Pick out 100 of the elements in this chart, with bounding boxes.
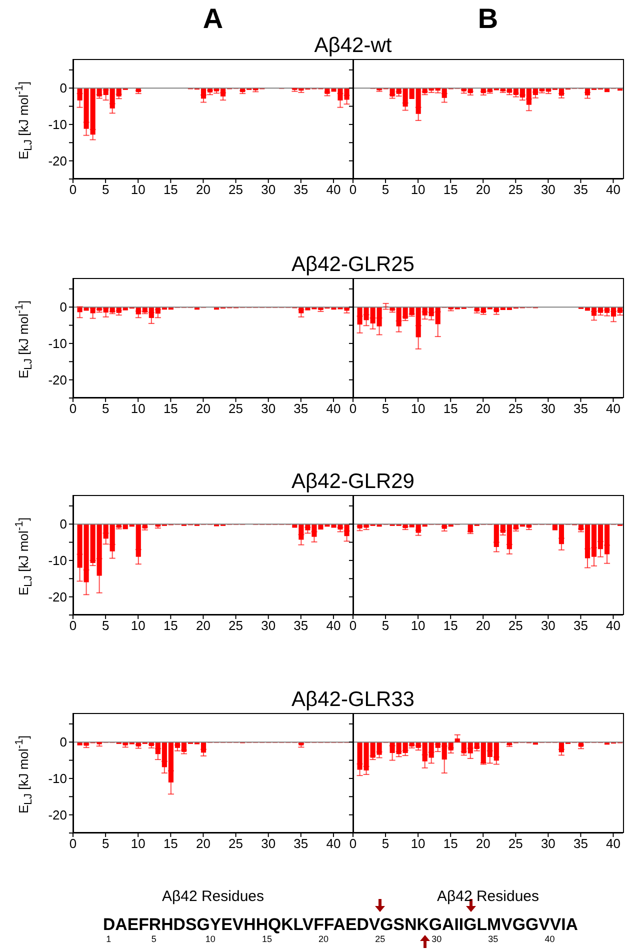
x-tick-label: 0: [349, 836, 357, 852]
x-tick-label: 0: [69, 182, 77, 198]
x-tick-label: 40: [606, 182, 620, 198]
x-tick-label: 40: [326, 182, 341, 198]
x-tick-label: 5: [102, 836, 110, 852]
x-tick-label: 25: [228, 836, 244, 852]
x-tick-label: 5: [102, 618, 110, 634]
x-tick-label: 40: [326, 836, 341, 852]
chart-title: Aβ42-GLR25: [290, 253, 416, 277]
x-tick-label: 15: [163, 836, 178, 852]
x-tick-label: 0: [349, 618, 357, 634]
x-tick-label: 25: [228, 618, 244, 634]
x-tick-label: 25: [508, 618, 523, 634]
y-tick-label: -10: [48, 553, 67, 568]
x-tick-label: 25: [508, 182, 523, 198]
x-tick-label: 20: [476, 836, 490, 852]
x-tick-label: 35: [294, 836, 308, 852]
x-tick-label: 0: [69, 401, 77, 416]
x-tick-label: 15: [443, 836, 458, 852]
x-tick-label: 20: [196, 401, 210, 416]
x-tick-label: 5: [382, 401, 390, 416]
text: 40: [544, 934, 556, 944]
x-tick-label: 25: [508, 401, 523, 416]
x-tick-label: 20: [196, 836, 210, 852]
x-tick-label: 35: [573, 836, 588, 852]
x-tick-label: 10: [410, 182, 426, 198]
y-tick-label: 0: [60, 300, 67, 315]
y-tick-label: -20: [48, 589, 67, 604]
x-tick-label: 10: [130, 182, 146, 198]
x-tick-label: 5: [382, 618, 390, 634]
x-tick-label: 40: [606, 618, 620, 634]
x-tick-label: 30: [261, 182, 276, 198]
x-tick-label: 10: [410, 618, 426, 634]
x-tick-label: 30: [261, 618, 276, 634]
x-tick-label: 20: [476, 182, 490, 198]
y-tick-label: -10: [48, 336, 67, 352]
x-tick-label: 5: [382, 182, 390, 198]
text: 5: [150, 934, 158, 944]
x-tick-label: 20: [476, 401, 490, 416]
text: 10: [204, 934, 216, 944]
x-tick-label: 30: [540, 836, 556, 852]
y-tick-label: 0: [60, 734, 67, 750]
x-tick-label: 25: [508, 836, 523, 852]
x-tick-label: 40: [606, 401, 620, 416]
chart-title: Aβ42-GLR29: [290, 470, 416, 494]
x-tick-label: 30: [540, 401, 556, 416]
y-tick-label: 0: [60, 80, 67, 96]
x-tick-label: 30: [540, 182, 556, 198]
x-tick-label: 25: [228, 182, 244, 198]
text: 35: [487, 934, 500, 944]
x-tick-label: 0: [349, 401, 357, 416]
x-tick-label: 10: [130, 618, 146, 634]
text: 20: [318, 934, 330, 944]
x-tick-label: 25: [228, 401, 244, 416]
x-tick-label: 10: [130, 836, 146, 852]
text: 15: [260, 934, 273, 944]
text: 1: [105, 934, 112, 944]
y-tick-label: -20: [48, 807, 67, 822]
x-tick-label: 15: [443, 182, 458, 198]
x-tick-label: 35: [573, 618, 588, 634]
x-tick-label: 35: [294, 182, 308, 198]
x-tick-label: 15: [163, 182, 178, 198]
y-tick-label: -20: [48, 372, 67, 388]
x-tick-label: 40: [326, 401, 341, 416]
x-tick-label: 20: [196, 618, 210, 634]
text: B: [476, 3, 500, 35]
x-tick-label: 35: [294, 618, 308, 634]
x-tick-label: 35: [294, 401, 308, 416]
chart-title: Aβ42-GLR33: [290, 688, 416, 712]
x-tick-label: 5: [382, 836, 390, 852]
x-tick-label: 15: [443, 401, 458, 416]
text: 30: [430, 934, 443, 944]
y-tick-label: 0: [60, 516, 67, 532]
x-tick-label: 20: [476, 618, 490, 634]
x-tick-label: 5: [102, 401, 110, 416]
text: A: [202, 3, 224, 35]
x-tick-label: 15: [163, 401, 178, 416]
x-tick-label: 10: [410, 401, 426, 416]
chart-title: Aβ42-wt: [313, 34, 393, 58]
x-tick-label: 40: [326, 618, 341, 634]
x-tick-label: 40: [606, 836, 620, 852]
x-tick-label: 10: [130, 401, 146, 416]
x-tick-label: 35: [573, 401, 588, 416]
x-tick-label: 0: [69, 836, 77, 852]
x-tick-label: 15: [163, 618, 178, 634]
x-tick-label: 35: [573, 182, 588, 198]
x-axis-title: Aβ42 Residues: [436, 888, 540, 905]
x-tick-label: 15: [443, 618, 458, 634]
x-tick-label: 0: [349, 182, 357, 198]
x-tick-label: 20: [196, 182, 210, 198]
x-tick-label: 30: [540, 618, 556, 634]
text: 25: [374, 934, 386, 944]
x-tick-label: 10: [410, 836, 426, 852]
x-axis-title: Aβ42 Residues: [160, 888, 266, 905]
text: DAEFRHDSGYEVHHQKLVFFAEDVGSNKGAIIGLMVGGVVIA: [103, 915, 582, 934]
x-tick-label: 0: [69, 618, 77, 634]
y-tick-label: -10: [48, 117, 67, 132]
x-tick-label: 5: [102, 182, 110, 198]
y-tick-label: -20: [48, 153, 67, 168]
x-tick-label: 30: [261, 836, 276, 852]
